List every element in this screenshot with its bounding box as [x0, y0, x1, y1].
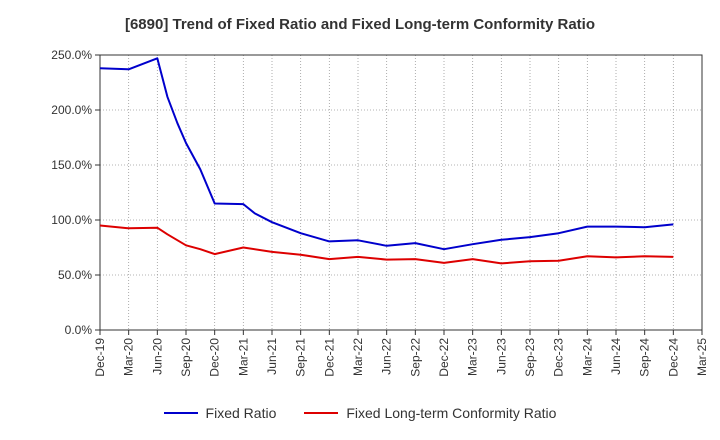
- legend-item-fixed-ratio: Fixed Ratio: [163, 405, 277, 421]
- x-tick-label: Mar-21: [236, 338, 250, 376]
- legend-label-fixed-long-term-conformity-ratio: Fixed Long-term Conformity Ratio: [346, 405, 557, 421]
- y-tick-label: 150.0%: [51, 158, 92, 172]
- y-tick-label: 50.0%: [58, 268, 92, 282]
- x-tick-label: Mar-25: [695, 338, 709, 376]
- x-tick-label: Mar-20: [122, 338, 136, 376]
- x-tick-label: Dec-23: [552, 338, 566, 377]
- x-tick-label: Jun-20: [150, 338, 164, 375]
- x-tick-label: Mar-24: [580, 338, 594, 376]
- x-tick-label: Sep-21: [294, 338, 308, 377]
- x-tick-label: Dec-22: [437, 338, 451, 377]
- legend-swatch-fixed-long-term-conformity-ratio: [304, 412, 339, 414]
- chart-title: [6890] Trend of Fixed Ratio and Fixed Lo…: [124, 16, 596, 33]
- x-tick-label: Dec-21: [322, 338, 336, 377]
- series-line-fixed-long-term-conformity-ratio: [99, 224, 674, 265]
- x-tick-label: Mar-23: [466, 338, 480, 376]
- x-tick-label: Mar-22: [351, 338, 365, 376]
- y-tick-label: 200.0%: [51, 103, 92, 117]
- plot-frame: [99, 54, 703, 331]
- series-line-fixed-ratio: [99, 57, 674, 251]
- x-tick-label: Dec-20: [208, 338, 222, 377]
- x-tick-label: Sep-24: [638, 338, 652, 377]
- y-tick-label: 100.0%: [51, 213, 92, 227]
- x-tick-label: Dec-19: [93, 338, 107, 377]
- x-tick-label: Sep-20: [179, 338, 193, 377]
- x-tick-label: Jun-21: [265, 338, 279, 375]
- legend-label-fixed-ratio: Fixed Ratio: [205, 405, 277, 421]
- y-tick-label: 250.0%: [51, 48, 92, 62]
- legend-swatch-fixed-ratio: [163, 412, 198, 414]
- x-tick-label: Sep-23: [523, 338, 537, 377]
- x-tick-label: Jun-23: [494, 338, 508, 375]
- y-tick-label: 0.0%: [65, 323, 93, 337]
- x-tick-label: Jun-22: [380, 338, 394, 375]
- legend: Fixed Ratio Fixed Long-term Conformity R…: [0, 405, 720, 421]
- x-tick-label: Dec-24: [666, 338, 680, 377]
- x-tick-label: Jun-24: [609, 338, 623, 375]
- x-tick-label: Sep-22: [408, 338, 422, 377]
- legend-item-fixed-long-term-conformity-ratio: Fixed Long-term Conformity Ratio: [304, 405, 556, 421]
